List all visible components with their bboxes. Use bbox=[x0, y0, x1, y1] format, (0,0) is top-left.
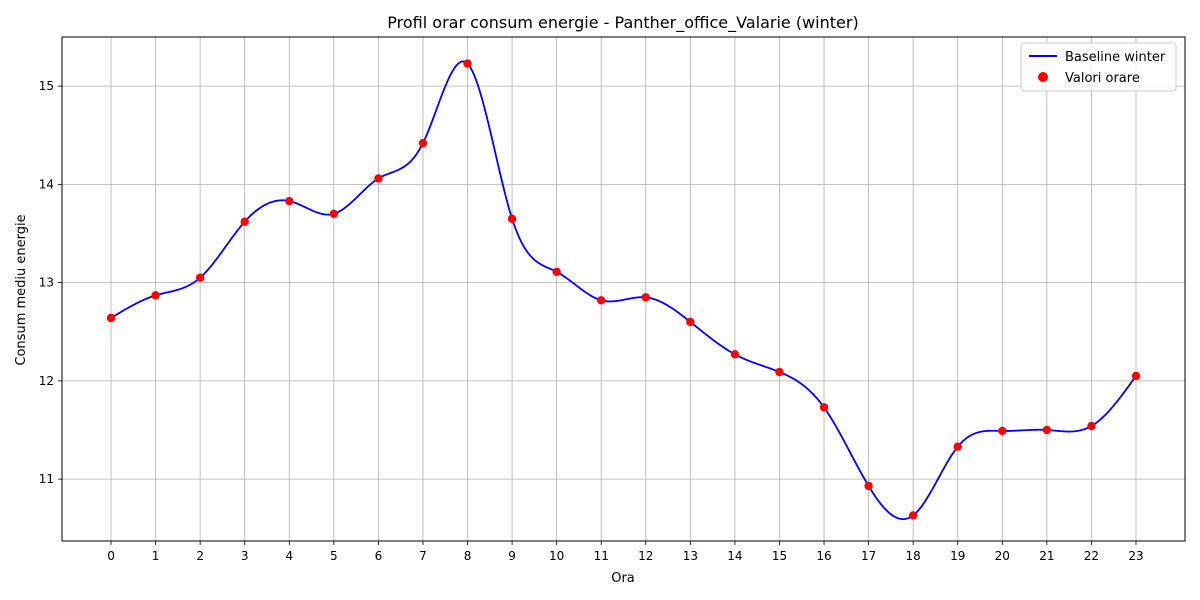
y-axis-ticks: 11 12 13 14 15 bbox=[39, 79, 62, 486]
legend-box bbox=[1020, 42, 1177, 92]
data-point bbox=[195, 273, 205, 282]
data-point bbox=[1087, 421, 1096, 431]
plot-frame bbox=[61, 36, 1186, 542]
data-point bbox=[819, 403, 829, 412]
data-point bbox=[106, 313, 116, 323]
data-point bbox=[686, 317, 695, 327]
x-tick-label: 19 bbox=[950, 549, 965, 563]
legend-label-hourly: Valori orare bbox=[1065, 71, 1140, 86]
x-tick-label: 14 bbox=[727, 549, 742, 563]
data-point bbox=[240, 217, 249, 226]
y-tick-label: 13 bbox=[39, 276, 54, 290]
grid bbox=[62, 37, 1185, 541]
x-tick-label: 10 bbox=[549, 549, 564, 563]
x-axis-ticks: 0 1 2 3 4 5 6 7 8 9 10 11 12 13 14 15 16 17 18 19 20 21 22 23 bbox=[107, 541, 1144, 563]
data-point bbox=[374, 174, 383, 183]
x-tick-label: 4 bbox=[285, 549, 293, 563]
data-point bbox=[552, 267, 561, 277]
data-point bbox=[641, 293, 650, 302]
x-tick-label: 7 bbox=[419, 549, 427, 563]
y-tick-label: 11 bbox=[39, 472, 54, 486]
x-axis-label: Ora bbox=[611, 571, 635, 586]
x-tick-label: 20 bbox=[995, 549, 1010, 563]
y-tick-label: 15 bbox=[39, 79, 54, 93]
x-tick-label: 15 bbox=[772, 549, 787, 563]
x-tick-label: 21 bbox=[1039, 549, 1054, 563]
legend-marker-swatch bbox=[1038, 72, 1048, 82]
data-point bbox=[998, 426, 1007, 436]
x-tick-label: 13 bbox=[683, 549, 698, 563]
x-tick-label: 17 bbox=[861, 549, 876, 563]
x-tick-label: 0 bbox=[107, 549, 115, 563]
data-point bbox=[418, 138, 428, 148]
x-tick-label: 23 bbox=[1128, 549, 1143, 563]
x-tick-label: 8 bbox=[464, 549, 472, 563]
x-tick-label: 3 bbox=[241, 549, 249, 563]
y-tick-label: 14 bbox=[39, 177, 54, 191]
x-tick-label: 9 bbox=[508, 549, 516, 563]
data-point bbox=[329, 209, 339, 219]
legend-label-baseline: Baseline winter bbox=[1065, 50, 1166, 65]
series-line-baseline-winter bbox=[110, 60, 1137, 521]
x-tick-label: 11 bbox=[594, 549, 609, 563]
x-tick-label: 16 bbox=[816, 549, 831, 563]
data-point bbox=[507, 214, 517, 223]
x-tick-label: 22 bbox=[1084, 549, 1099, 563]
series bbox=[106, 59, 1141, 521]
data-point bbox=[864, 481, 873, 491]
y-axis-label: Consum mediu energie bbox=[14, 214, 29, 365]
data-point bbox=[285, 196, 294, 206]
chart-title: Profil orar consum energie - Panther_off… bbox=[387, 13, 858, 33]
data-point bbox=[1042, 425, 1052, 435]
data-point bbox=[151, 291, 160, 300]
x-tick-label: 5 bbox=[330, 549, 338, 563]
x-tick-label: 2 bbox=[196, 549, 204, 563]
data-point bbox=[597, 296, 606, 305]
data-point bbox=[463, 59, 472, 68]
data-point bbox=[730, 350, 740, 359]
legend: Baseline winter Valori orare bbox=[1020, 42, 1177, 92]
data-point bbox=[1131, 371, 1141, 381]
x-tick-label: 1 bbox=[152, 549, 160, 563]
y-tick-label: 12 bbox=[39, 374, 54, 388]
x-tick-label: 12 bbox=[638, 549, 653, 563]
data-point bbox=[953, 442, 962, 451]
data-point bbox=[908, 511, 918, 520]
x-tick-label: 6 bbox=[375, 549, 383, 563]
x-tick-label: 18 bbox=[906, 549, 921, 563]
data-point bbox=[775, 367, 784, 377]
